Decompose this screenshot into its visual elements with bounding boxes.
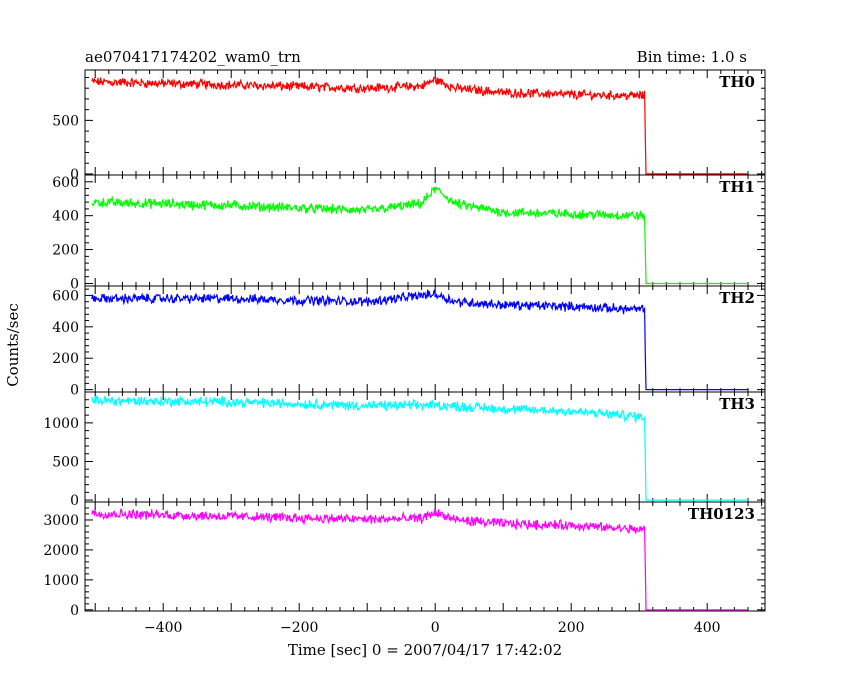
y-tick-label: 500 [52, 113, 79, 129]
y-tick-label: 400 [52, 209, 79, 225]
panel-label-TH1: TH1 [719, 178, 755, 196]
panel-frame-TH0123 [84, 501, 766, 612]
series-line-TH1 [91, 186, 748, 285]
y-tick-label: 2000 [43, 543, 79, 559]
panel-frame-TH1 [84, 174, 766, 287]
x-tick-label: −200 [280, 620, 318, 636]
y-tick-label: 200 [52, 243, 79, 259]
y-tick-label: 1000 [43, 573, 79, 589]
y-tick-label: 0 [70, 167, 79, 183]
y-tick-label: 200 [52, 351, 79, 367]
x-axis-label: Time [sec] 0 = 2007/04/17 17:42:02 [288, 641, 562, 659]
y-tick-label: 400 [52, 320, 79, 336]
x-tick-label: 400 [694, 620, 721, 636]
y-tick-label: 0 [70, 603, 79, 619]
y-tick-label: 500 [52, 454, 79, 470]
series-line-TH3 [91, 395, 748, 501]
x-tick-label: 200 [558, 620, 585, 636]
panel-frame-TH2 [84, 285, 766, 393]
chart-title: ae070417174202_wam0_trn [85, 48, 301, 66]
series-line-TH0123 [91, 507, 748, 611]
bin-time-label: Bin time: 1.0 s [637, 48, 747, 66]
y-tick-label: 600 [52, 288, 79, 304]
x-tick-label: 0 [431, 620, 440, 636]
y-tick-label: 600 [52, 175, 79, 191]
panel-label-TH0123: TH0123 [688, 505, 755, 523]
panel-label-TH3: TH3 [719, 395, 755, 413]
panel-frame-TH3 [84, 391, 766, 503]
y-axis-label: Counts/sec [4, 303, 22, 387]
y-tick-label: 0 [70, 493, 79, 509]
y-tick-label: 3000 [43, 513, 79, 529]
x-tick-label: −400 [144, 620, 182, 636]
y-tick-label: 1000 [43, 416, 79, 432]
panels-group: 0 500 TH0 0 200 400 600 TH1 0 200 400 600 TH2 0 500 100… [43, 69, 766, 636]
panel-label-TH2: TH2 [719, 289, 755, 307]
series-line-TH0 [91, 76, 748, 175]
series-line-TH2 [91, 288, 748, 391]
y-tick-label: 0 [70, 276, 79, 292]
y-tick-label: 0 [70, 383, 79, 399]
panel-label-TH0: TH0 [719, 73, 755, 91]
